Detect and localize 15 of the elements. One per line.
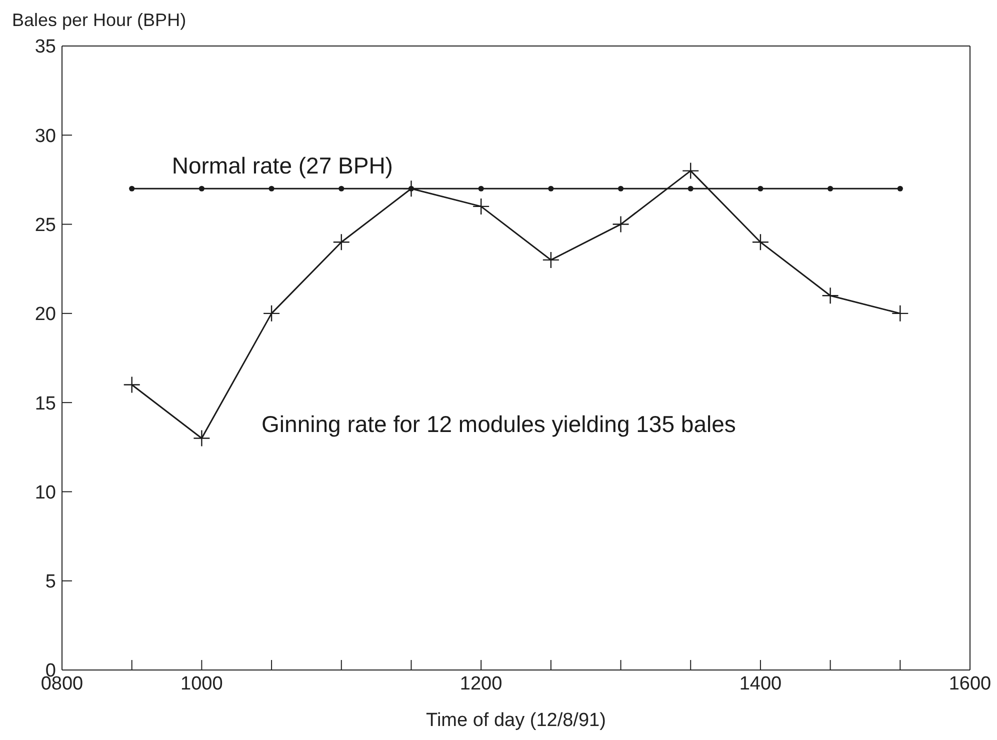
x-tick-label: 1400	[739, 673, 782, 694]
y-tick-label: 5	[45, 572, 56, 593]
y-tick-label: 10	[34, 482, 56, 504]
y-tick-label: 25	[34, 215, 56, 236]
y-tick-label: 20	[34, 304, 56, 326]
y-tick-label: 30	[34, 126, 56, 147]
y-tick-label: 35	[34, 36, 56, 58]
y-tick-label: 15	[34, 393, 56, 414]
x-axis-title: Time of day (12/8/91)	[426, 710, 606, 731]
y-axis-title: Bales per Hour (BPH)	[12, 10, 186, 31]
x-tick-label: 1200	[460, 673, 502, 694]
series-label: Normal rate (27 BPH)	[172, 152, 393, 179]
series-label: Ginning rate for 12 modules yielding 135 bales	[262, 410, 736, 437]
x-tick-label: 1600	[948, 673, 992, 694]
x-tick-label: 1000	[180, 673, 223, 694]
